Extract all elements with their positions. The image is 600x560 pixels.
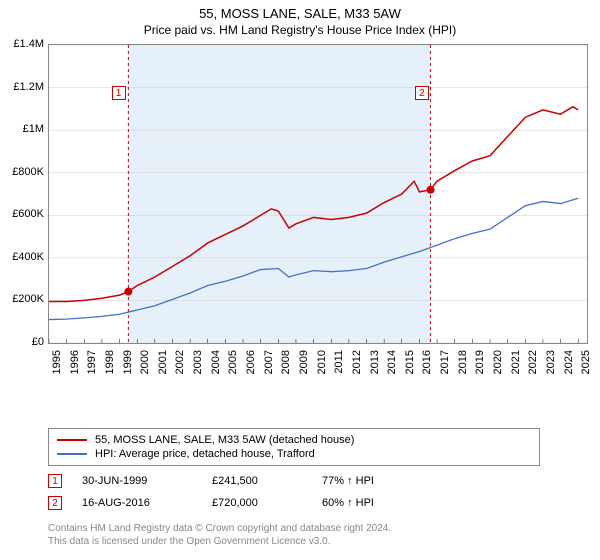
x-tick-label: 1996 bbox=[69, 350, 81, 390]
y-axis-ticks: £0£200K£400K£600K£800K£1M£1.2M£1.4M bbox=[0, 44, 48, 344]
x-tick-label: 1998 bbox=[104, 350, 116, 390]
legend-label: 55, MOSS LANE, SALE, M33 5AW (detached h… bbox=[95, 434, 354, 446]
x-tick-label: 2007 bbox=[263, 350, 275, 390]
x-tick-label: 2016 bbox=[421, 350, 433, 390]
title-address: 55, MOSS LANE, SALE, M33 5AW bbox=[0, 6, 600, 21]
legend-swatch bbox=[57, 439, 87, 441]
x-tick-label: 2001 bbox=[157, 350, 169, 390]
plot-svg bbox=[49, 45, 587, 343]
legend-row: 55, MOSS LANE, SALE, M33 5AW (detached h… bbox=[57, 433, 531, 447]
tx-price: £241,500 bbox=[212, 475, 302, 487]
x-tick-label: 1999 bbox=[122, 350, 134, 390]
y-tick-label: £800K bbox=[0, 166, 44, 178]
plot bbox=[48, 44, 588, 344]
x-tick-label: 2012 bbox=[351, 350, 363, 390]
x-tick-label: 2022 bbox=[527, 350, 539, 390]
sale-marker-box: 1 bbox=[112, 86, 126, 100]
tx-marker-icon: 1 bbox=[48, 474, 62, 488]
x-tick-label: 2013 bbox=[369, 350, 381, 390]
x-tick-label: 2025 bbox=[580, 350, 592, 390]
attribution-line: This data is licensed under the Open Gov… bbox=[48, 535, 568, 548]
tx-price: £720,000 bbox=[212, 497, 302, 509]
x-tick-label: 2011 bbox=[333, 350, 345, 390]
x-tick-label: 1997 bbox=[86, 350, 98, 390]
title-subtitle: Price paid vs. HM Land Registry's House … bbox=[0, 23, 600, 37]
y-tick-label: £0 bbox=[0, 336, 44, 348]
y-tick-label: £200K bbox=[0, 293, 44, 305]
x-tick-label: 2006 bbox=[245, 350, 257, 390]
x-tick-label: 2009 bbox=[298, 350, 310, 390]
tx-date: 30-JUN-1999 bbox=[82, 475, 192, 487]
x-tick-label: 2018 bbox=[457, 350, 469, 390]
legend-row: HPI: Average price, detached house, Traf… bbox=[57, 447, 531, 461]
x-tick-label: 2017 bbox=[439, 350, 451, 390]
x-tick-label: 2004 bbox=[210, 350, 222, 390]
chart-area: 1995199619971998199920002001200220032004… bbox=[48, 44, 588, 384]
x-tick-label: 2002 bbox=[174, 350, 186, 390]
attribution-line: Contains HM Land Registry data © Crown c… bbox=[48, 522, 568, 535]
y-tick-label: £1.4M bbox=[0, 38, 44, 50]
y-tick-label: £600K bbox=[0, 208, 44, 220]
x-tick-label: 2024 bbox=[563, 350, 575, 390]
tx-hpi: 60% ↑ HPI bbox=[322, 497, 422, 509]
legend-swatch bbox=[57, 453, 87, 455]
tx-marker-icon: 2 bbox=[48, 496, 62, 510]
table-row: 2 16-AUG-2016 £720,000 60% ↑ HPI bbox=[48, 492, 558, 514]
x-tick-label: 2014 bbox=[386, 350, 398, 390]
x-tick-label: 2019 bbox=[474, 350, 486, 390]
x-tick-label: 2005 bbox=[227, 350, 239, 390]
x-tick-label: 2003 bbox=[192, 350, 204, 390]
figure-root: 55, MOSS LANE, SALE, M33 5AW Price paid … bbox=[0, 0, 600, 560]
y-tick-label: £400K bbox=[0, 251, 44, 263]
y-tick-label: £1.2M bbox=[0, 81, 44, 93]
x-tick-label: 2015 bbox=[404, 350, 416, 390]
legend: 55, MOSS LANE, SALE, M33 5AW (detached h… bbox=[48, 428, 540, 466]
tx-date: 16-AUG-2016 bbox=[82, 497, 192, 509]
x-tick-label: 2010 bbox=[316, 350, 328, 390]
table-row: 1 30-JUN-1999 £241,500 77% ↑ HPI bbox=[48, 470, 558, 492]
tx-hpi: 77% ↑ HPI bbox=[322, 475, 422, 487]
x-tick-label: 2023 bbox=[545, 350, 557, 390]
x-tick-label: 2000 bbox=[139, 350, 151, 390]
transaction-table: 1 30-JUN-1999 £241,500 77% ↑ HPI 2 16-AU… bbox=[48, 470, 558, 514]
legend-label: HPI: Average price, detached house, Traf… bbox=[95, 448, 315, 460]
x-tick-label: 2020 bbox=[492, 350, 504, 390]
y-tick-label: £1M bbox=[0, 123, 44, 135]
x-tick-label: 2008 bbox=[280, 350, 292, 390]
titles: 55, MOSS LANE, SALE, M33 5AW Price paid … bbox=[0, 0, 600, 37]
x-tick-label: 2021 bbox=[510, 350, 522, 390]
sale-marker-box: 2 bbox=[415, 86, 429, 100]
x-tick-label: 1995 bbox=[51, 350, 63, 390]
attribution: Contains HM Land Registry data © Crown c… bbox=[48, 522, 568, 548]
